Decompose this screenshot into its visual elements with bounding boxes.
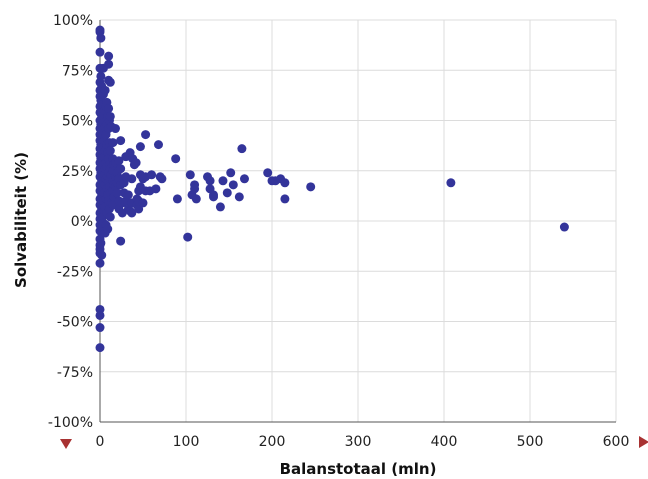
scatter-point xyxy=(116,164,126,174)
scatter-point xyxy=(96,71,106,81)
scatter-point xyxy=(153,140,163,150)
scatter-point xyxy=(222,188,232,198)
scatter-point xyxy=(103,224,113,234)
scatter-point xyxy=(110,124,120,134)
scatter-point xyxy=(234,192,244,202)
scatter-point xyxy=(105,212,115,222)
grid-lines xyxy=(99,19,617,423)
scatter-point xyxy=(97,250,107,260)
scatter-point xyxy=(105,77,115,87)
scatter-point xyxy=(105,146,115,156)
scatter-point xyxy=(239,174,249,184)
tick-labels: 100% 75% 50% 25% 0% -25% -50% -75% -100%0 100 200 3… xyxy=(48,13,629,450)
scatter-point xyxy=(135,142,145,152)
scatter-point xyxy=(172,194,182,204)
scatter-point xyxy=(228,180,238,190)
scatter-point xyxy=(105,111,115,121)
scatter-point xyxy=(114,156,124,166)
scatter-point xyxy=(95,310,105,320)
x-tick-label: 200 xyxy=(259,434,286,450)
data-points xyxy=(95,25,569,353)
y-axis-arrow-icon[interactable] xyxy=(60,439,72,449)
y-tick-label: 100% xyxy=(53,13,93,29)
scatter-point xyxy=(104,59,114,69)
scatter-point xyxy=(104,51,114,61)
y-tick-label: 25% xyxy=(62,164,93,180)
scatter-point xyxy=(559,222,569,232)
scatter-point xyxy=(123,190,133,200)
scatter-point xyxy=(280,194,290,204)
scatter-point xyxy=(157,174,167,184)
scatter-point xyxy=(151,184,161,194)
scatter-point xyxy=(96,238,106,248)
scatter-point xyxy=(306,182,316,192)
scatter-point xyxy=(95,343,105,353)
scatter-point xyxy=(190,184,200,194)
scatter-point xyxy=(112,188,122,198)
scatter-point xyxy=(116,136,126,146)
scatter-point xyxy=(141,130,151,140)
y-tick-label: -75% xyxy=(57,365,93,381)
y-tick-label: 75% xyxy=(62,63,93,79)
scatter-point xyxy=(237,144,247,154)
scatter-point xyxy=(96,33,106,43)
scatter-point xyxy=(205,176,215,186)
scatter-point xyxy=(191,194,201,204)
y-tick-label: 50% xyxy=(62,114,93,130)
scatter-point xyxy=(131,158,141,168)
x-tick-label: 0 xyxy=(96,434,105,450)
scatter-point xyxy=(104,103,114,113)
x-tick-label: 300 xyxy=(345,434,372,450)
scatter-point xyxy=(185,170,195,180)
scatter-point xyxy=(95,47,105,57)
scatter-point xyxy=(116,236,126,246)
y-tick-label: 0% xyxy=(71,214,93,230)
scatter-point xyxy=(171,154,181,164)
scatter-point xyxy=(183,232,193,242)
scatter-point xyxy=(138,198,148,208)
scatter-point xyxy=(100,85,110,95)
scatter-point xyxy=(263,168,273,178)
scatter-point xyxy=(209,192,219,202)
y-tick-label: -100% xyxy=(48,415,93,431)
y-tick-label: -50% xyxy=(57,315,93,331)
scatter-point xyxy=(446,178,456,188)
scatter-point xyxy=(147,170,157,180)
scatter-point xyxy=(127,174,137,184)
scatter-point xyxy=(95,258,105,268)
scatter-point xyxy=(108,138,118,148)
scatter-point xyxy=(280,178,290,188)
x-axis-title: Balanstotaal (mln) xyxy=(280,460,437,478)
scatter-point xyxy=(95,323,105,333)
scatter-point xyxy=(127,208,137,218)
scatter-point xyxy=(226,168,236,178)
x-tick-label: 100 xyxy=(173,434,200,450)
x-tick-label: 400 xyxy=(431,434,458,450)
x-tick-label: 600 xyxy=(603,434,630,450)
y-axis-title: Solvabiliteit (%) xyxy=(12,152,30,288)
x-tick-label: 500 xyxy=(517,434,544,450)
y-tick-label: -25% xyxy=(57,264,93,280)
scatter-point xyxy=(95,25,105,35)
x-axis-arrow-icon[interactable] xyxy=(639,436,648,448)
scatter-point xyxy=(215,202,225,212)
scatter-point xyxy=(218,176,228,186)
